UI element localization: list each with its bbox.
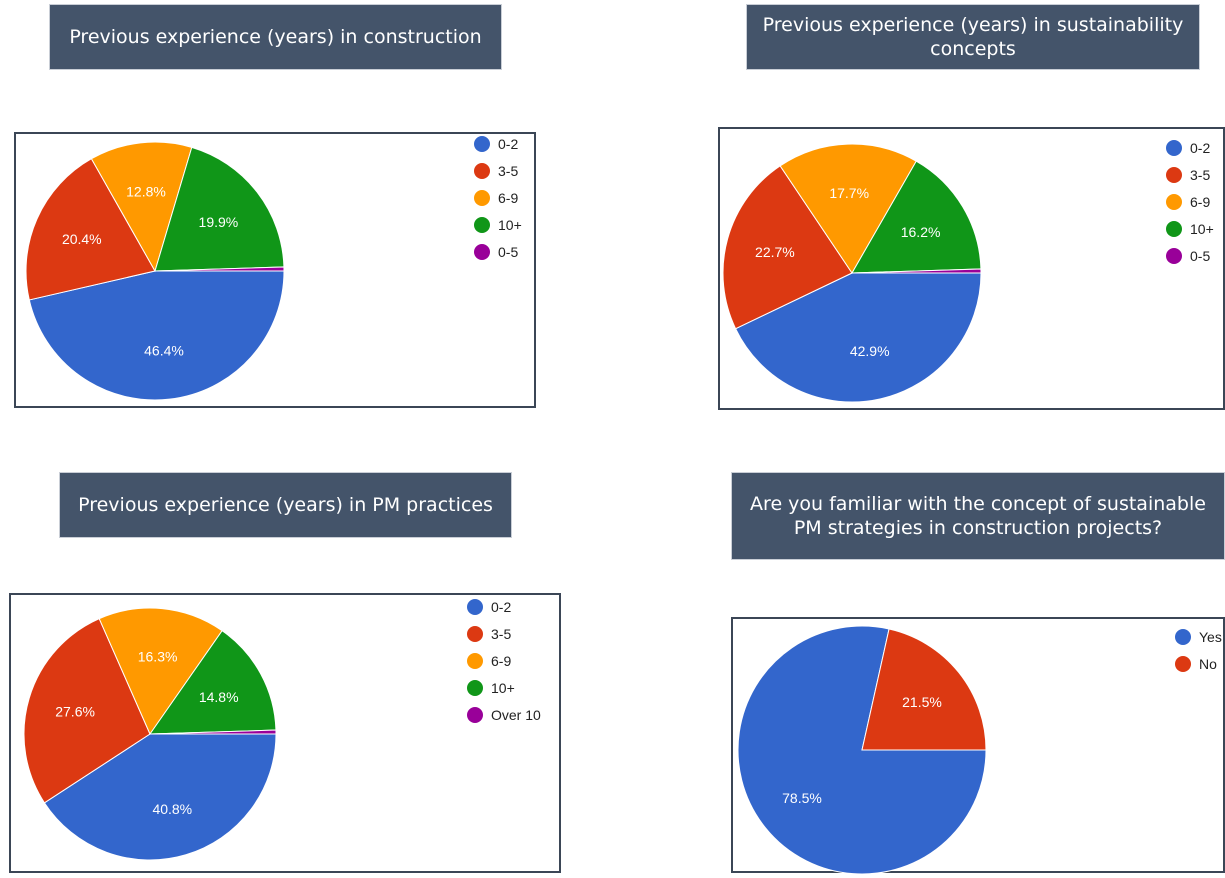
chart-3-slice-6-9 xyxy=(98,607,223,736)
chart-2-slice-6-9 xyxy=(779,143,917,274)
chart-2-svg: 42.9% 22.7% 17.7% 16.2% 0-2 3-5 6-9 10+ 0-5 xyxy=(722,140,1214,403)
chart-3-legend-marker xyxy=(467,707,483,723)
chart-3-legend-label: 10+ xyxy=(491,680,515,696)
chart-2-legend-label: 0-5 xyxy=(1190,248,1210,264)
chart-3-legend-marker xyxy=(467,653,483,669)
chart-1-title: Previous experience (years) in construct… xyxy=(49,4,502,70)
chart-3-slice-3-5 xyxy=(23,618,151,804)
chart-1-legend-label: 10+ xyxy=(498,217,522,233)
chart-1-slice-0-2 xyxy=(28,270,285,401)
chart-1-legend-marker xyxy=(474,217,490,233)
chart-2-slice-label: 42.9% xyxy=(850,343,890,359)
chart-3-legend-marker xyxy=(467,626,483,642)
chart-3-slice-over-10 xyxy=(149,729,277,735)
chart-2-legend-marker xyxy=(1166,248,1182,264)
chart-2-slice-label: 16.2% xyxy=(901,224,941,240)
chart-2-legend-label: 6-9 xyxy=(1190,194,1210,210)
chart-1-slice-label: 12.8% xyxy=(126,184,166,200)
chart-1-slice-label: 20.4% xyxy=(62,231,102,247)
chart-2-title: Previous experience (years) in sustainab… xyxy=(746,4,1200,70)
chart-3-title: Previous experience (years) in PM practi… xyxy=(59,472,512,538)
chart-3-legend-label: 0-2 xyxy=(491,599,511,615)
chart-2-legend-label: 3-5 xyxy=(1190,167,1210,183)
chart-3-panel: 40.8% 27.6% 16.3% 14.8% 0-2 3-5 6-9 10+ Over 10 xyxy=(9,593,561,873)
chart-2-slice-0-5 xyxy=(851,268,982,274)
chart-1-slice-label: 19.9% xyxy=(199,214,239,230)
chart-3-legend-label: Over 10 xyxy=(491,707,541,723)
chart-1-legend-marker xyxy=(474,244,490,260)
chart-1-slice-10- xyxy=(154,146,285,272)
chart-2-legend-marker xyxy=(1166,194,1182,210)
chart-2-legend-marker xyxy=(1166,140,1182,156)
chart-1-legend-label: 6-9 xyxy=(498,190,518,206)
chart-4-slice-label: 78.5% xyxy=(782,790,822,806)
chart-4-title: Are you familiar with the concept of sus… xyxy=(731,472,1225,560)
chart-1-legend-label: 0-5 xyxy=(498,244,518,260)
chart-4-legend-marker xyxy=(1175,656,1191,672)
chart-3-slice-label: 14.8% xyxy=(199,689,239,705)
chart-3-svg: 40.8% 27.6% 16.3% 14.8% 0-2 3-5 6-9 10+ Over 10 xyxy=(23,599,541,861)
chart-4-svg: 78.5% 21.5% Yes No xyxy=(737,625,1222,875)
chart-1-legend-label: 0-2 xyxy=(498,136,518,152)
chart-1-legend-marker xyxy=(474,163,490,179)
chart-3-legend-marker xyxy=(467,680,483,696)
chart-1-panel: 46.4% 20.4% 12.8% 19.9% 0-2 3-5 6-9 10+ 0-5 xyxy=(14,132,536,408)
chart-2-slice-10- xyxy=(851,160,982,274)
chart-2-slice-0-2 xyxy=(734,272,982,403)
chart-2-slice-3-5 xyxy=(722,165,853,330)
chart-2-slice-label: 22.7% xyxy=(755,244,795,260)
chart-3-legend-label: 3-5 xyxy=(491,626,511,642)
chart-2-legend-marker xyxy=(1166,167,1182,183)
chart-3-slice-label: 40.8% xyxy=(152,801,192,817)
chart-4-slice-label: 21.5% xyxy=(902,694,942,710)
chart-1-slice-label: 46.4% xyxy=(144,343,184,359)
chart-3-legend-marker xyxy=(467,599,483,615)
chart-3-legend-label: 6-9 xyxy=(491,653,511,669)
chart-2-legend-marker xyxy=(1166,221,1182,237)
chart-1-legend-label: 3-5 xyxy=(498,163,518,179)
chart-3-slice-10- xyxy=(149,629,277,735)
chart-2-legend-label: 10+ xyxy=(1190,221,1214,237)
chart-1-slice-0-5 xyxy=(154,266,285,272)
chart-1-legend-marker xyxy=(474,190,490,206)
chart-4-legend-label: No xyxy=(1199,656,1217,672)
chart-3-slice-label: 27.6% xyxy=(55,704,95,720)
chart-2-legend-label: 0-2 xyxy=(1190,140,1210,156)
chart-1-svg: 46.4% 20.4% 12.8% 19.9% 0-2 3-5 6-9 10+ 0-5 xyxy=(25,136,522,401)
chart-4-legend-marker xyxy=(1175,629,1191,645)
chart-4-slice-no xyxy=(861,628,987,751)
chart-4-panel: 78.5% 21.5% Yes No xyxy=(731,617,1225,875)
chart-3-slice-label: 16.3% xyxy=(138,648,178,664)
chart-2-panel: 42.9% 22.7% 17.7% 16.2% 0-2 3-5 6-9 10+ 0-5 xyxy=(718,127,1225,410)
chart-4-legend-label: Yes xyxy=(1199,629,1222,645)
chart-1-legend-marker xyxy=(474,136,490,152)
chart-1-slice-6-9 xyxy=(90,141,193,273)
chart-1-slice-3-5 xyxy=(25,158,156,301)
chart-2-slice-label: 17.7% xyxy=(829,185,869,201)
